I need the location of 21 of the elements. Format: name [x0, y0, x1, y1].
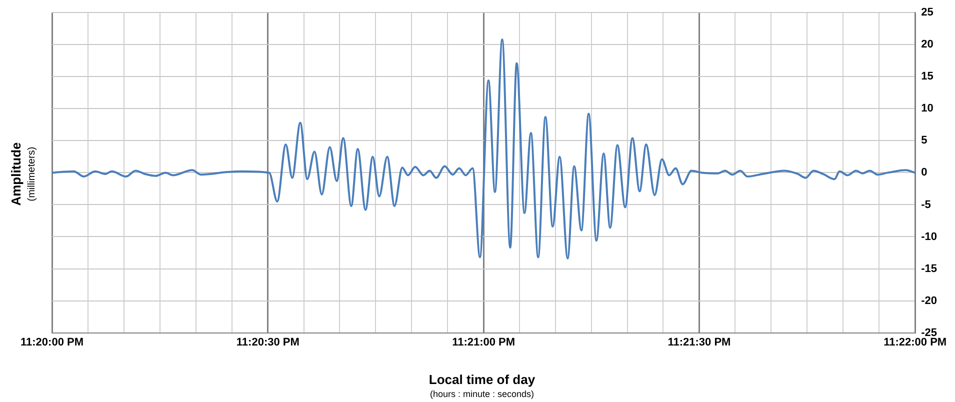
- y-tick-label: 10: [921, 102, 934, 115]
- y-tick-label: 15: [921, 70, 934, 83]
- text: (millimeters): [26, 146, 38, 202]
- x-tick-label: 11:21:00 PM: [452, 336, 516, 348]
- y-tick-label: 25: [921, 6, 934, 19]
- x-tick-label: 11:22:00 PM: [884, 336, 947, 348]
- y-axis-title: Amplitude: [8, 142, 24, 206]
- x-axis-title: Local time of day: [428, 372, 536, 387]
- y-tick-label: -20: [921, 294, 938, 307]
- y-tick-label: -5: [921, 198, 931, 211]
- y-tick-label: 20: [921, 38, 934, 51]
- y-tick-label: 5: [921, 134, 928, 147]
- y-tick-label: -15: [921, 262, 938, 275]
- line-series: [52, 38, 916, 260]
- x-tick-label: 11:21:30 PM: [668, 336, 731, 348]
- y-tick-label: 0: [921, 166, 928, 179]
- x-tick-label: 11:20:00 PM: [20, 336, 84, 348]
- y-tick-label: -10: [921, 230, 938, 243]
- y-tick-label: -25: [921, 326, 938, 339]
- text: (hours : minute : seconds): [428, 389, 536, 399]
- x-tick-label: 11:20:30 PM: [236, 336, 300, 348]
